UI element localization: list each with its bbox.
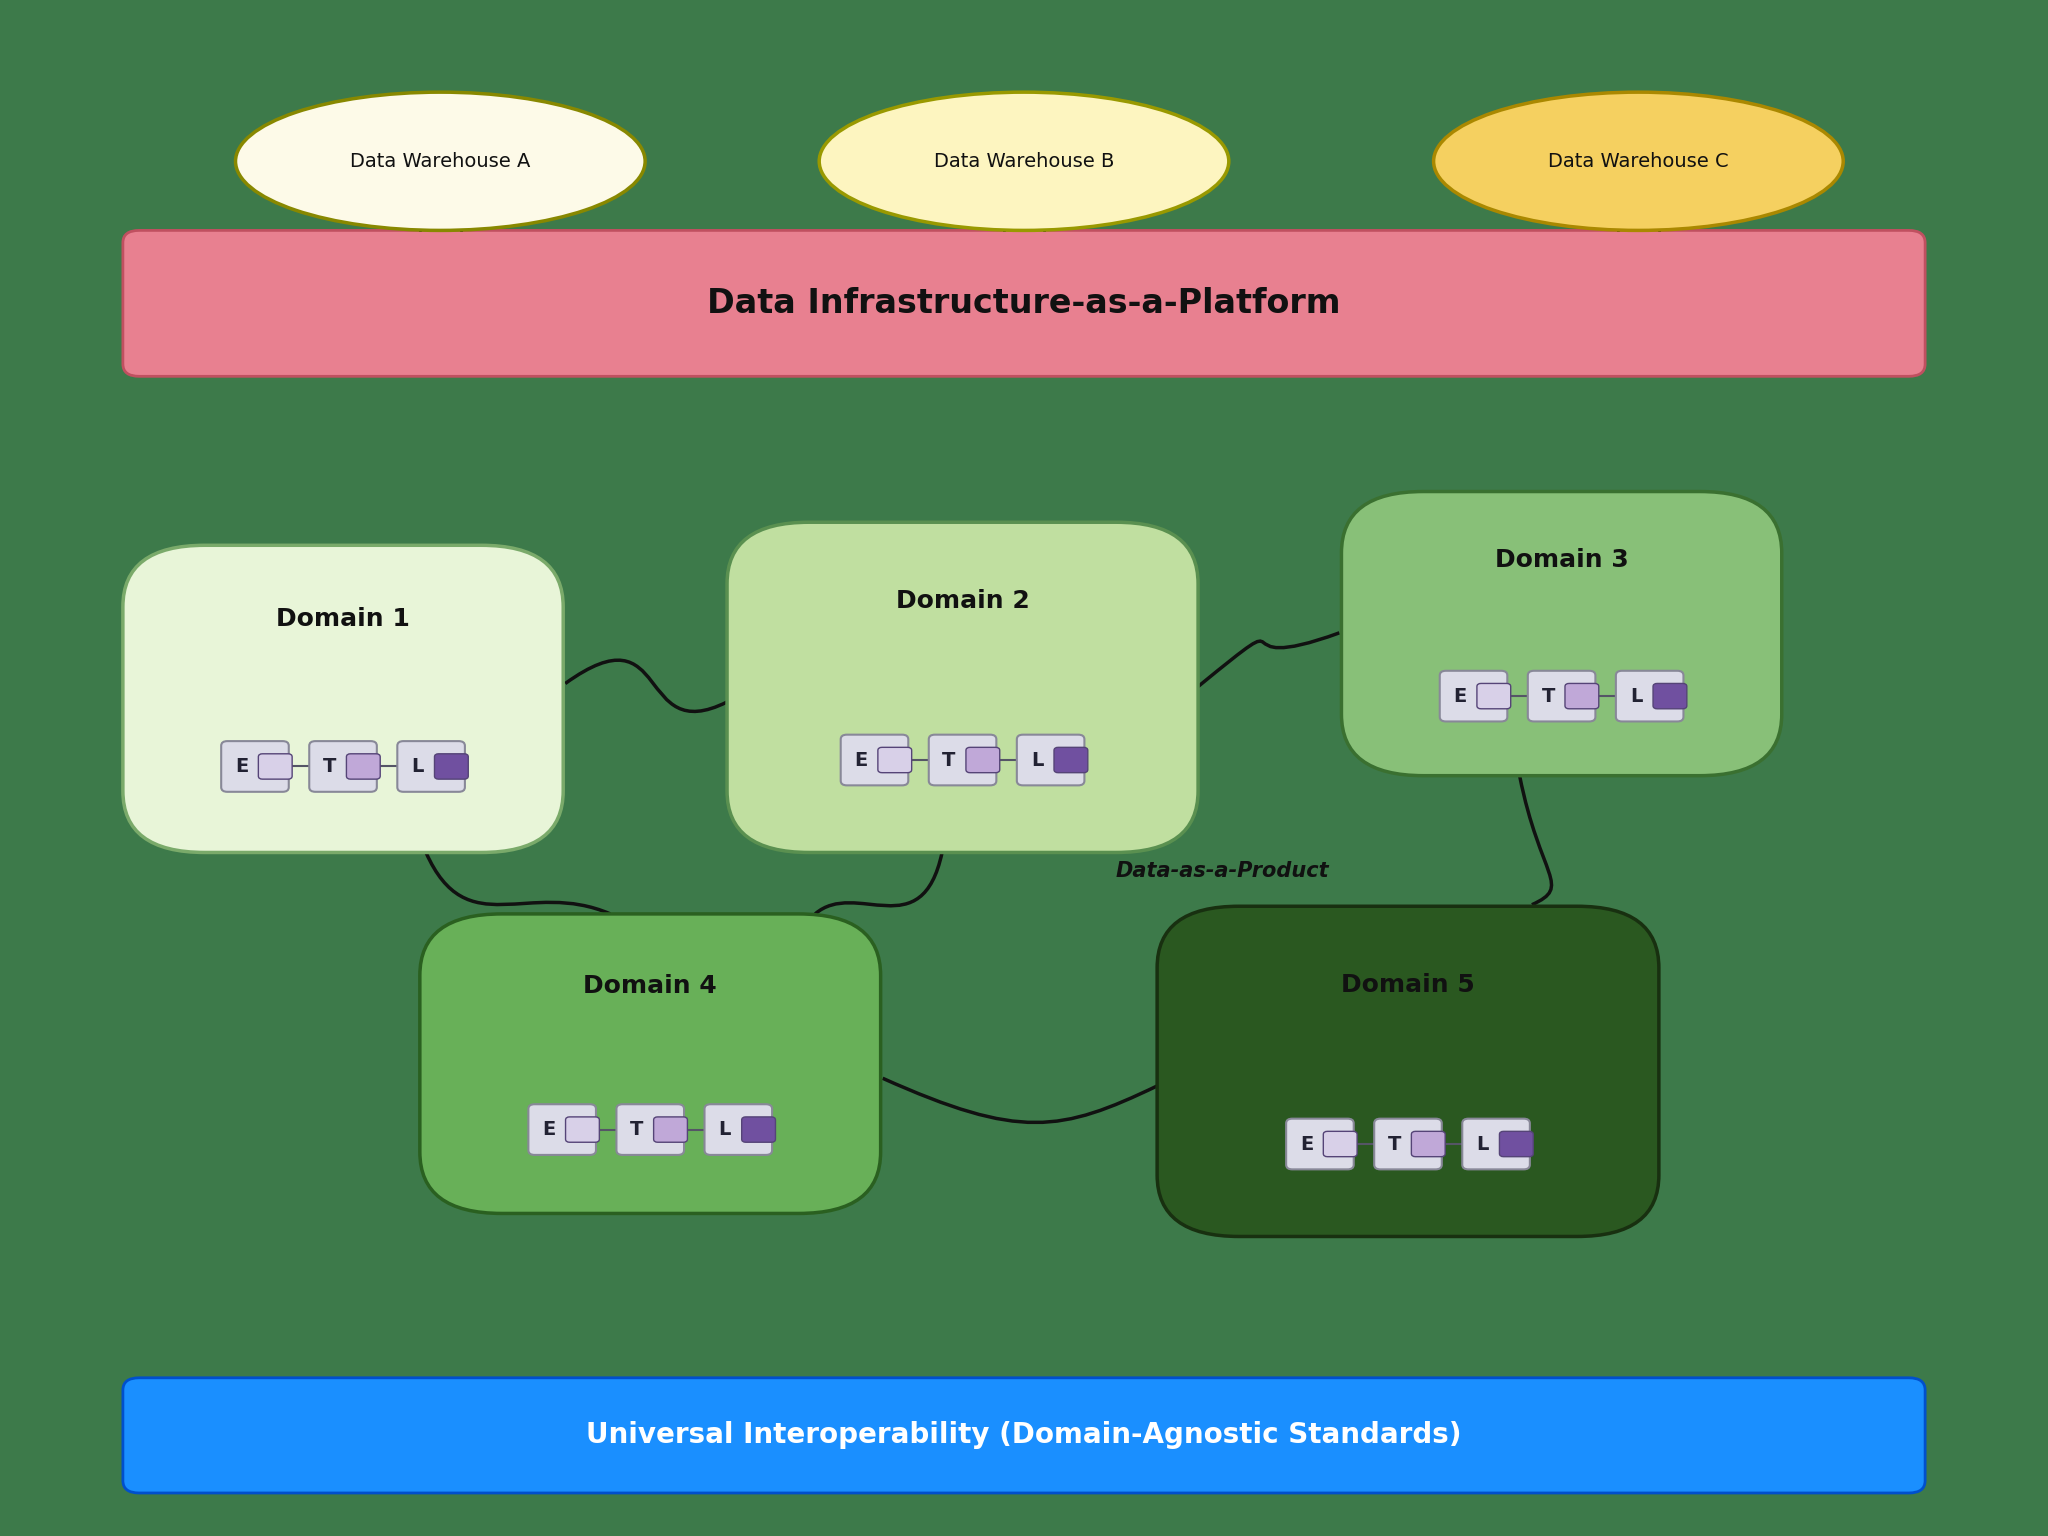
Ellipse shape (819, 92, 1229, 230)
FancyBboxPatch shape (1477, 684, 1511, 708)
Text: Universal Interoperability (Domain-Agnostic Standards): Universal Interoperability (Domain-Agnos… (586, 1421, 1462, 1450)
FancyBboxPatch shape (840, 734, 909, 785)
Text: T: T (324, 757, 336, 776)
Text: T: T (631, 1120, 643, 1140)
Text: Domain 4: Domain 4 (584, 974, 717, 998)
FancyBboxPatch shape (528, 1104, 596, 1155)
FancyBboxPatch shape (221, 742, 289, 793)
Text: T: T (1389, 1135, 1401, 1154)
FancyBboxPatch shape (1374, 1118, 1442, 1169)
FancyBboxPatch shape (1286, 1118, 1354, 1169)
Text: T: T (1542, 687, 1554, 705)
FancyBboxPatch shape (928, 734, 995, 785)
FancyBboxPatch shape (1016, 734, 1085, 785)
FancyBboxPatch shape (309, 742, 377, 793)
Text: Data Warehouse B: Data Warehouse B (934, 152, 1114, 170)
Text: Domain 3: Domain 3 (1495, 548, 1628, 571)
FancyBboxPatch shape (616, 1104, 684, 1155)
FancyBboxPatch shape (741, 1117, 776, 1143)
FancyBboxPatch shape (1462, 1118, 1530, 1169)
FancyBboxPatch shape (1499, 1132, 1534, 1157)
FancyBboxPatch shape (727, 522, 1198, 852)
Text: Data Warehouse A: Data Warehouse A (350, 152, 530, 170)
Text: Domain 2: Domain 2 (895, 590, 1030, 613)
FancyBboxPatch shape (434, 754, 469, 779)
FancyBboxPatch shape (1341, 492, 1782, 776)
Text: T: T (942, 751, 956, 770)
FancyBboxPatch shape (123, 230, 1925, 376)
FancyBboxPatch shape (1323, 1132, 1358, 1157)
Text: L: L (1477, 1135, 1489, 1154)
FancyBboxPatch shape (653, 1117, 688, 1143)
Text: E: E (1300, 1135, 1313, 1154)
FancyBboxPatch shape (1528, 671, 1595, 722)
FancyBboxPatch shape (123, 1378, 1925, 1493)
Text: Data Infrastructure-as-a-Platform: Data Infrastructure-as-a-Platform (707, 287, 1341, 319)
Text: L: L (1030, 751, 1042, 770)
FancyBboxPatch shape (879, 748, 911, 773)
Ellipse shape (236, 92, 645, 230)
FancyBboxPatch shape (1653, 684, 1688, 708)
Text: Data Warehouse C: Data Warehouse C (1548, 152, 1729, 170)
FancyBboxPatch shape (705, 1104, 772, 1155)
FancyBboxPatch shape (1157, 906, 1659, 1236)
Text: Data-as-a-Product: Data-as-a-Product (1116, 860, 1329, 882)
Text: E: E (1454, 687, 1466, 705)
FancyBboxPatch shape (123, 545, 563, 852)
Text: E: E (543, 1120, 555, 1140)
FancyBboxPatch shape (420, 914, 881, 1213)
Text: Domain 1: Domain 1 (276, 607, 410, 631)
FancyBboxPatch shape (1616, 671, 1683, 722)
Text: L: L (719, 1120, 731, 1140)
Text: E: E (236, 757, 248, 776)
FancyBboxPatch shape (1055, 748, 1087, 773)
FancyBboxPatch shape (346, 754, 381, 779)
FancyBboxPatch shape (1411, 1132, 1446, 1157)
FancyBboxPatch shape (967, 748, 999, 773)
FancyBboxPatch shape (258, 754, 293, 779)
Text: Domain 5: Domain 5 (1341, 974, 1475, 997)
FancyBboxPatch shape (1440, 671, 1507, 722)
FancyBboxPatch shape (397, 742, 465, 793)
FancyBboxPatch shape (565, 1117, 600, 1143)
Text: E: E (854, 751, 868, 770)
FancyBboxPatch shape (1565, 684, 1599, 708)
Text: L: L (412, 757, 424, 776)
Text: L: L (1630, 687, 1642, 705)
Ellipse shape (1434, 92, 1843, 230)
